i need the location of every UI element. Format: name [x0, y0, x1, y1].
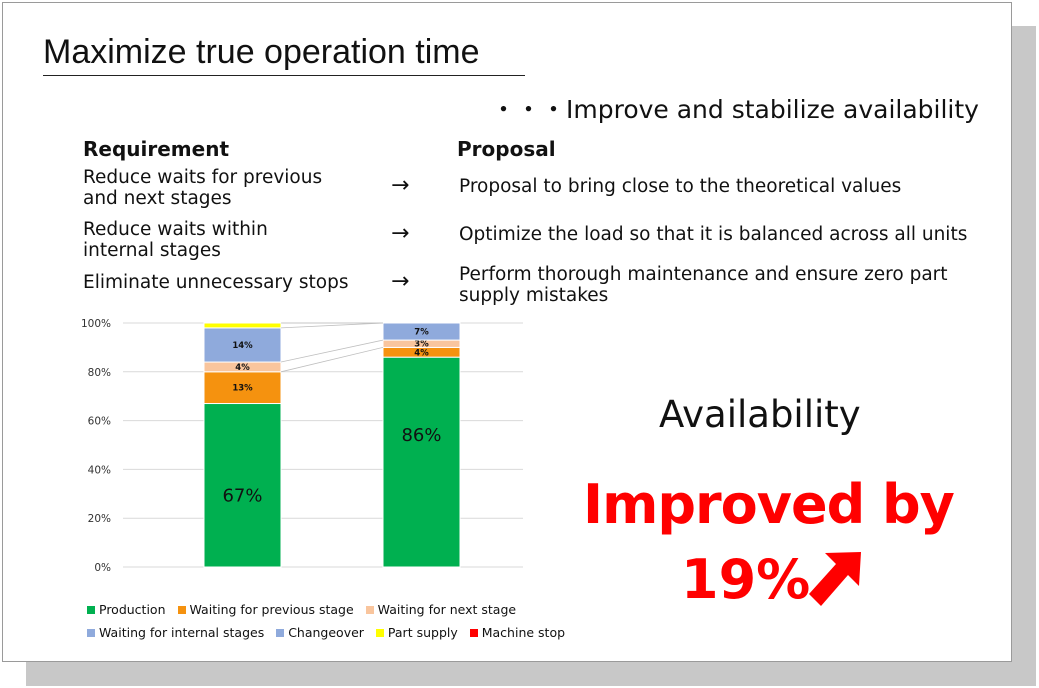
proposal-1: Proposal to bring close to the theoretic… [459, 176, 901, 197]
y-tick-label: 60% [88, 416, 111, 428]
bar-segment [203, 327, 282, 363]
y-tick-label: 100% [81, 318, 111, 330]
requirement-1-line-1: Reduce waits for previous [83, 167, 323, 188]
proposal-2-line-1: Optimize the load so that it is balanced… [459, 224, 968, 245]
data-label: 4% [235, 363, 250, 373]
requirement-2-line-1: Reduce waits within [83, 219, 268, 240]
data-label: 13% [232, 384, 253, 394]
requirement-3-line-1: Eliminate unnecessary stops [83, 272, 349, 293]
data-label: 7% [414, 328, 429, 338]
connector-line [280, 339, 384, 363]
y-tick-label: 0% [94, 562, 111, 574]
data-label: 86% [401, 425, 441, 446]
proposal-3-line-2: supply mistakes [459, 285, 609, 306]
legend-label: Machine stop [481, 625, 566, 640]
requirement-header: Requirement [83, 137, 230, 161]
legend-item: Waiting for previous stage [177, 602, 354, 617]
legend-item: Changeover [276, 625, 364, 640]
legend-label: Production [99, 602, 166, 617]
legend-item: Waiting for next stage [365, 602, 517, 617]
bar-segment [203, 322, 282, 329]
arrow-icon: → [391, 221, 410, 246]
chart-legend-row-1: Production Waiting for previous stage Wa… [87, 602, 524, 617]
requirement-2-line-2: internal stages [83, 240, 221, 261]
data-label: 4% [414, 348, 429, 358]
data-label: 67% [222, 486, 262, 507]
legend-label: Changeover [288, 625, 364, 640]
slide: Maximize true operation time ・・・Improve … [2, 2, 1012, 662]
connector-line [280, 322, 384, 329]
connector-line [280, 347, 384, 373]
bar-segment [382, 356, 461, 568]
slide-subtitle: ・・・Improve and stabilize availability [491, 95, 979, 124]
arrow-icon: → [391, 173, 410, 198]
legend-label: Waiting for internal stages [99, 625, 265, 640]
proposal-3: Perform thorough maintenance and ensure … [459, 264, 948, 306]
title-underline [43, 75, 525, 76]
bar-segment [203, 371, 282, 405]
requirement-1-line-2: and next stages [83, 188, 232, 209]
legend-label: Waiting for next stage [377, 602, 517, 617]
requirement-2: Reduce waits within internal stages [83, 219, 268, 261]
requirement-3: Eliminate unnecessary stops [83, 272, 348, 293]
legend-label: Part supply [387, 625, 458, 640]
improvement-percent: 19% [681, 548, 811, 611]
legend-label: Waiting for previous stage [189, 602, 354, 617]
availability-label: Availability [659, 393, 861, 436]
bar-segment [382, 322, 461, 341]
proposal-3-line-1: Perform thorough maintenance and ensure … [459, 264, 948, 285]
data-label: 14% [232, 341, 253, 351]
proposal-1-line-1: Proposal to bring close to the theoretic… [459, 176, 902, 197]
slide-title: Maximize true operation time [43, 33, 480, 71]
proposal-2: Optimize the load so that it is balanced… [459, 224, 967, 245]
requirement-1: Reduce waits for previous and next stage… [83, 167, 322, 209]
y-tick-label: 20% [88, 513, 111, 525]
up-right-arrow-icon [809, 552, 861, 606]
y-tick-label: 40% [88, 464, 111, 476]
legend-item: Waiting for internal stages [87, 625, 264, 640]
legend-item: Machine stop [469, 625, 566, 640]
chart-legend-row-2: Waiting for internal stages Changeover P… [87, 625, 573, 640]
arrow-icon: → [391, 269, 410, 294]
proposal-header: Proposal [457, 137, 556, 161]
legend-item: Part supply [375, 625, 458, 640]
y-tick-label: 80% [88, 367, 111, 379]
improved-by-text: Improved by [583, 473, 955, 536]
data-label: 3% [414, 340, 429, 350]
availability-chart: 0%20%40%60%80%100%67%13%4%14%86%4%3%7% [81, 318, 523, 574]
legend-item: Production [87, 602, 166, 617]
bar-segment [203, 403, 282, 568]
